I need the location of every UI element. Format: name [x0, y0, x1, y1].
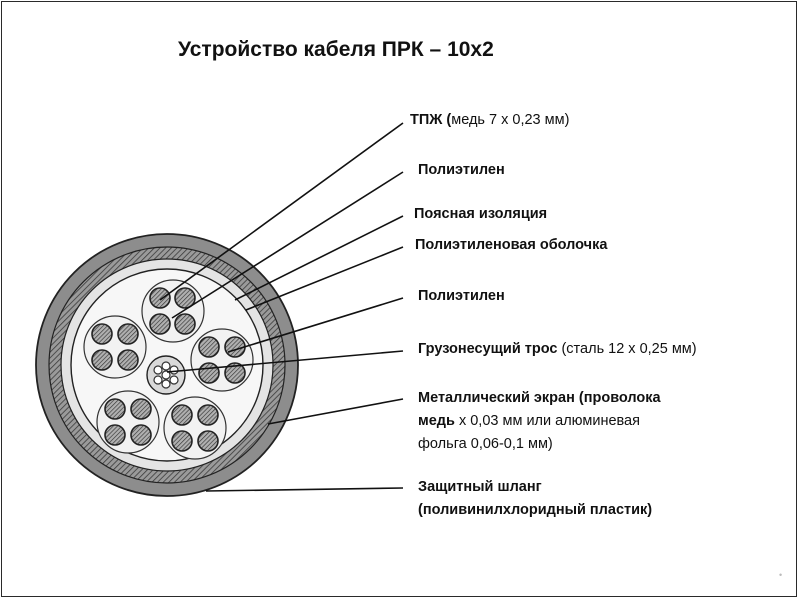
label-load-bearing-rope: Грузонесущий трос (сталь 12 х 0,25 мм) — [418, 341, 697, 357]
leader-lines — [159, 122, 404, 492]
label-metallic-screen-line1: Металлический экран (проволока — [418, 390, 661, 406]
load-bearing-rope — [146, 355, 186, 395]
pair-groups — [83, 279, 254, 460]
label-belt-insulation: Поясная изоляция — [414, 206, 548, 222]
diagram-title: Устройство кабеля ПРК – 10х2 — [178, 38, 494, 61]
label-polyethylene-2: Полиэтилен — [418, 288, 505, 304]
label-pvc-plastic: (поливинилхлоридный пластик) — [418, 502, 653, 518]
label-polyethylene-sheath: Полиэтиленовая оболочка — [415, 237, 608, 253]
label-polyethylene-1: Полиэтилен — [418, 162, 505, 178]
label-conductor: ТПЖ (медь 7 х 0,23 мм) — [410, 112, 570, 128]
label-metallic-screen-line2: медь х 0,03 мм или алюминевая — [418, 413, 640, 429]
label-metallic-screen-line3: фольга 0,06-0,1 мм) — [418, 436, 553, 452]
label-protective-hose: Защитный шланг — [418, 479, 542, 495]
page-mark: • — [779, 570, 783, 580]
